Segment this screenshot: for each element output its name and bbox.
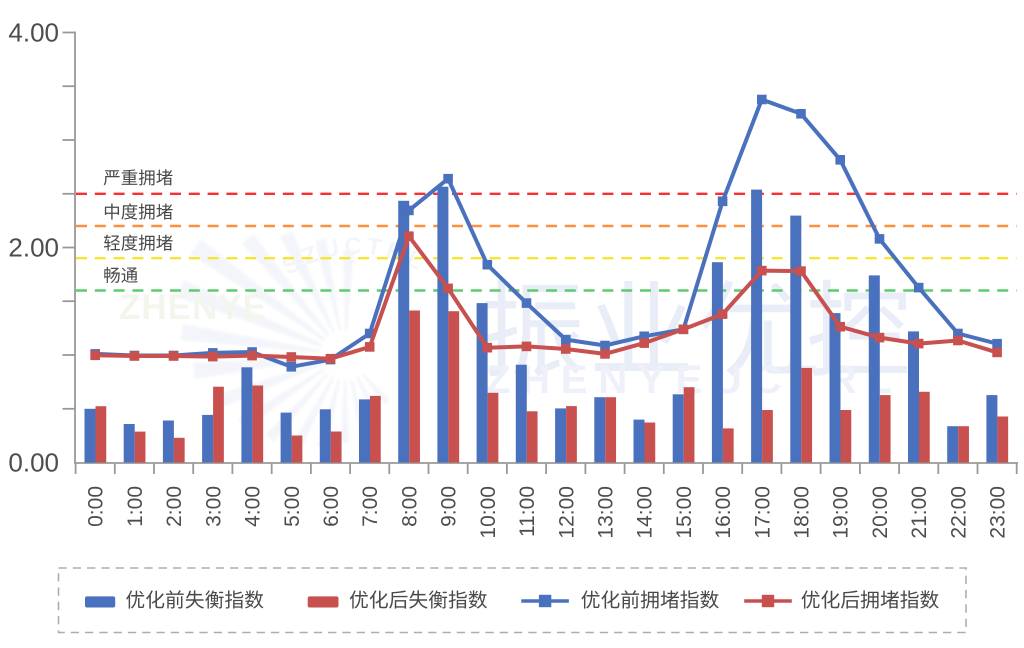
svg-text:19:00: 19:00 bbox=[830, 486, 853, 539]
svg-text:1:00: 1:00 bbox=[124, 486, 147, 527]
svg-text:18:00: 18:00 bbox=[791, 486, 814, 539]
svg-text:8:00: 8:00 bbox=[398, 486, 421, 527]
svg-text:14:00: 14:00 bbox=[634, 486, 657, 539]
svg-text:2:00: 2:00 bbox=[163, 486, 186, 527]
svg-text:23:00: 23:00 bbox=[987, 486, 1010, 539]
svg-text:10:00: 10:00 bbox=[477, 486, 500, 539]
svg-text:9:00: 9:00 bbox=[438, 486, 461, 527]
svg-text:12:00: 12:00 bbox=[555, 486, 578, 539]
svg-text:5:00: 5:00 bbox=[281, 486, 304, 527]
svg-text:22:00: 22:00 bbox=[947, 486, 970, 539]
svg-text:3:00: 3:00 bbox=[202, 486, 225, 527]
svg-text:0.00: 0.00 bbox=[8, 448, 59, 478]
svg-text:13:00: 13:00 bbox=[595, 486, 618, 539]
svg-text:11:00: 11:00 bbox=[516, 486, 539, 537]
svg-text:ZHENYE: ZHENYE bbox=[119, 288, 267, 327]
svg-text:17:00: 17:00 bbox=[751, 486, 774, 539]
svg-text:15:00: 15:00 bbox=[673, 486, 696, 539]
svg-text:2.00: 2.00 bbox=[8, 233, 59, 263]
svg-text:20:00: 20:00 bbox=[869, 486, 892, 539]
svg-text:7:00: 7:00 bbox=[359, 486, 382, 527]
svg-text:21:00: 21:00 bbox=[908, 486, 931, 539]
svg-text:16:00: 16:00 bbox=[712, 486, 735, 539]
svg-text:0:00: 0:00 bbox=[85, 486, 108, 527]
svg-text:4.00: 4.00 bbox=[8, 18, 59, 48]
svg-text:4:00: 4:00 bbox=[242, 486, 265, 527]
svg-text:6:00: 6:00 bbox=[320, 486, 343, 527]
